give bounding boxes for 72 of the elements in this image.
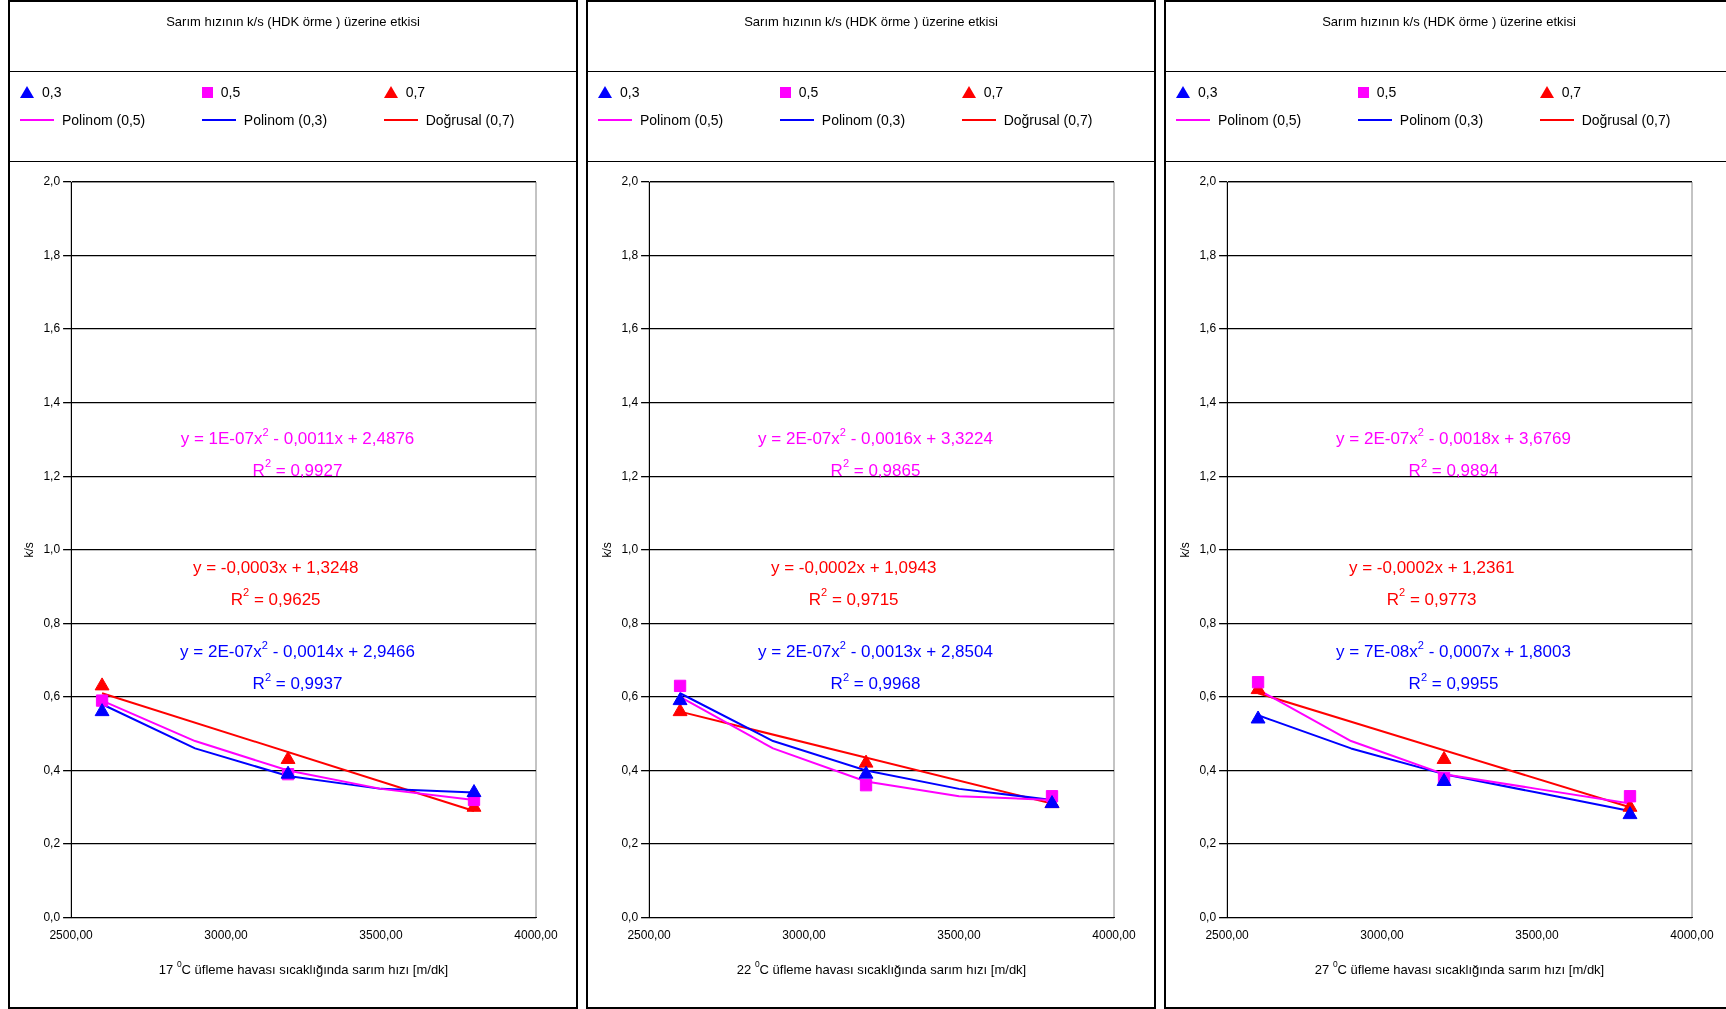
x-tick-label: 3500,00 (359, 928, 404, 943)
y-tick-label: 0,6 (1199, 689, 1217, 704)
y-tick-label: 1,2 (43, 468, 61, 483)
y-tick-label: 0,8 (43, 615, 61, 630)
y-tick-label: 1,4 (621, 394, 639, 409)
x-tick-label: 2500,00 (1205, 928, 1250, 943)
x-tick-label: 2500,00 (627, 928, 672, 943)
y-tick-label: 0,4 (1199, 762, 1217, 777)
x-tick-label: 4000,00 (514, 928, 559, 943)
y-tick-label: 1,8 (621, 247, 639, 262)
y-tick-label: 0,0 (43, 909, 61, 924)
chart-title: Sarım hızının k/s (HDK örme ) üzerine etkisi (1166, 2, 1726, 72)
y-tick-label: 1,0 (43, 542, 61, 557)
chart-title: Sarım hızının k/s (HDK örme ) üzerine etkisi (10, 2, 576, 72)
x-tick-label: 3500,00 (1515, 928, 1560, 943)
legend-label: Doğrusal (0,7) (425, 112, 515, 128)
legend-label: 0,7 (405, 84, 426, 100)
x-tick-label: 3000,00 (1360, 928, 1405, 943)
y-tick-label: 0,2 (621, 836, 639, 851)
x-tick-label: 3000,00 (204, 928, 249, 943)
y-tick-label: 2,0 (43, 174, 61, 189)
y-tick-label: 1,0 (621, 542, 639, 557)
y-tick-label: 0,4 (621, 762, 639, 777)
y-tick-label: 0,0 (621, 909, 639, 924)
legend-label: 0,5 (1376, 84, 1397, 100)
y-tick-label: 1,0 (1199, 542, 1217, 557)
legend-label: Polinom (0,3) (1399, 112, 1484, 128)
legend-label: Polinom (0,5) (640, 112, 724, 128)
x-tick-label: 4000,00 (1670, 928, 1715, 943)
y-tick-label: 0,0 (1199, 909, 1217, 924)
annotation: y = -0,0003x + 1,3248 (192, 557, 359, 577)
y-tick-label: 2,0 (1199, 174, 1217, 189)
x-tick-label: 4000,00 (1092, 928, 1137, 943)
legend-label: Doğrusal (0,7) (1581, 112, 1671, 128)
legend-label: Doğrusal (0,7) (1003, 112, 1093, 128)
y-tick-label: 0,6 (621, 689, 639, 704)
legend-label: Polinom (0,5) (1218, 112, 1302, 128)
legend-label: Polinom (0,5) (62, 112, 146, 128)
y-tick-label: 1,6 (43, 321, 61, 336)
legend-label: 0,3 (620, 84, 640, 100)
y-tick-label: 0,6 (43, 689, 61, 704)
legend-label: 0,3 (1198, 84, 1218, 100)
legend-label: 0,5 (220, 84, 241, 100)
y-tick-label: 1,2 (621, 468, 639, 483)
y-axis-title: k/s (1177, 542, 1192, 558)
y-tick-label: 1,4 (43, 394, 61, 409)
x-tick-label: 3000,00 (782, 928, 827, 943)
annotation: y = -0,0002x + 1,0943 (770, 557, 937, 577)
legend-label: Polinom (0,3) (243, 112, 328, 128)
y-tick-label: 0,8 (1199, 615, 1217, 630)
legend-label: 0,7 (1561, 84, 1582, 100)
legend-label: 0,3 (42, 84, 62, 100)
y-tick-label: 1,6 (1199, 321, 1217, 336)
legend-label: 0,5 (798, 84, 819, 100)
y-axis-title: k/s (21, 542, 36, 558)
x-tick-label: 3500,00 (937, 928, 982, 943)
chart-title: Sarım hızının k/s (HDK örme ) üzerine etkisi (588, 2, 1154, 72)
x-tick-label: 2500,00 (49, 928, 94, 943)
annotation: y = -0,0002x + 1,2361 (1348, 557, 1515, 577)
y-tick-label: 1,4 (1199, 394, 1217, 409)
y-tick-label: 1,8 (43, 247, 61, 262)
legend-label: 0,7 (983, 84, 1004, 100)
y-tick-label: 0,2 (43, 836, 61, 851)
y-tick-label: 0,8 (621, 615, 639, 630)
y-tick-label: 1,2 (1199, 468, 1217, 483)
y-tick-label: 0,4 (43, 762, 61, 777)
y-tick-label: 2,0 (621, 174, 639, 189)
y-tick-label: 0,2 (1199, 836, 1217, 851)
y-tick-label: 1,6 (621, 321, 639, 336)
y-axis-title: k/s (599, 542, 614, 558)
y-tick-label: 1,8 (1199, 247, 1217, 262)
legend-label: Polinom (0,3) (821, 112, 906, 128)
